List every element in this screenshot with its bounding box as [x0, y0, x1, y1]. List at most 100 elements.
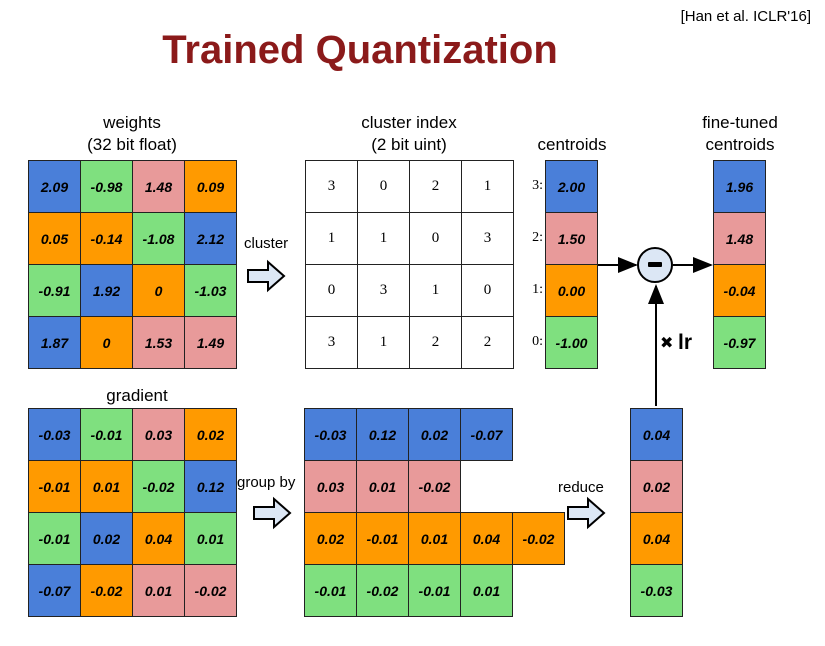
weights-label-line2: (32 bit float): [87, 135, 177, 154]
weights-label: weights (32 bit float): [28, 112, 236, 156]
cluster-index-cell: 2: [462, 317, 514, 369]
grouped-gradient-row: -0.01 -0.02 -0.01 0.01: [304, 564, 513, 617]
grouped-gradient-cell: -0.02: [357, 565, 409, 617]
finetuned-centroid-cell: -0.97: [714, 317, 766, 369]
cluster-index-cell: 1: [306, 213, 358, 265]
weight-cell: 0.09: [185, 161, 237, 213]
cluster-index-cell: 0: [462, 265, 514, 317]
weights-label-line1: weights: [103, 113, 161, 132]
weight-cell: 0: [81, 317, 133, 369]
centroid-row-label: 2:: [532, 230, 543, 245]
weight-cell: -1.03: [185, 265, 237, 317]
gradient-cell: 0.01: [81, 461, 133, 513]
multiply-icon: ✖: [660, 335, 674, 352]
centroid-cell: 1.50: [546, 213, 598, 265]
gradient-cell: 0.02: [81, 513, 133, 565]
centroid-cell: -1.00: [546, 317, 598, 369]
grouped-gradient-cell: -0.07: [461, 409, 513, 461]
finetuned-label: fine-tuned centroids: [690, 112, 790, 156]
grouped-gradient-cell: 0.02: [409, 409, 461, 461]
gradient-cell: -0.01: [29, 461, 81, 513]
gradient-cell: -0.02: [81, 565, 133, 617]
cluster-index-label-line2: (2 bit uint): [371, 135, 447, 154]
gradient-cell: 0.01: [185, 513, 237, 565]
cluster-index-cell: 1: [358, 317, 410, 369]
grouped-gradient-cell: 0.01: [461, 565, 513, 617]
weight-cell: 2.12: [185, 213, 237, 265]
centroids-label: centroids: [537, 135, 607, 154]
grouped-gradient-cell: -0.01: [305, 565, 357, 617]
grouped-gradient-cell: -0.01: [357, 513, 409, 565]
minus-sign-icon: [648, 262, 662, 267]
weight-cell: 0: [133, 265, 185, 317]
lr-label: lr: [678, 331, 693, 354]
grouped-gradient-cell: 0.02: [305, 513, 357, 565]
grouped-gradients: -0.03 0.12 0.02 -0.07 0.03 0.01 -0.02 0.02 -0.01…: [304, 408, 566, 618]
gradient-matrix: -0.03 -0.01 0.03 0.02 -0.01 0.01 -0.02 0.12 -0.0…: [28, 408, 237, 617]
cluster-index-label: cluster index (2 bit uint): [305, 112, 513, 156]
subtract-icon: [637, 247, 673, 283]
gradient-cell: -0.01: [81, 409, 133, 461]
centroid-row-label: 3:: [532, 178, 543, 193]
grouped-gradient-cell: -0.03: [305, 409, 357, 461]
gradient-cell: 0.03: [133, 409, 185, 461]
reduced-gradient-cell: -0.03: [631, 565, 683, 617]
finetuned-centroids-column: 1.96 1.48 -0.04 -0.97: [713, 160, 766, 369]
reduce-arrow-icon: [567, 496, 606, 530]
reduced-gradient-cell: 0.04: [631, 409, 683, 461]
grouped-gradient-row: 0.02 -0.01 0.01 0.04 -0.02: [304, 512, 565, 565]
grouped-gradient-row: 0.03 0.01 -0.02: [304, 460, 461, 513]
gradient-cell: 0.04: [133, 513, 185, 565]
centroid-cell: 2.00: [546, 161, 598, 213]
grouped-gradient-cell: 0.12: [357, 409, 409, 461]
reduced-gradient-cell: 0.02: [631, 461, 683, 513]
weight-cell: 1.49: [185, 317, 237, 369]
weight-cell: 1.48: [133, 161, 185, 213]
gradient-cell: -0.02: [185, 565, 237, 617]
cluster-index-cell: 0: [410, 213, 462, 265]
grouped-gradient-cell: 0.03: [305, 461, 357, 513]
cluster-index-cell: 3: [306, 161, 358, 213]
gradient-cell: 0.01: [133, 565, 185, 617]
grouped-gradient-cell: -0.02: [409, 461, 461, 513]
finetuned-centroid-cell: 1.48: [714, 213, 766, 265]
weight-cell: -1.08: [133, 213, 185, 265]
gradient-cell: -0.07: [29, 565, 81, 617]
cluster-index-cell: 3: [358, 265, 410, 317]
reduced-gradient-column: 0.04 0.02 0.04 -0.03: [630, 408, 683, 617]
weight-cell: 0.05: [29, 213, 81, 265]
cluster-index-cell: 3: [462, 213, 514, 265]
grouped-gradient-cell: 0.01: [357, 461, 409, 513]
gradient-label: gradient: [106, 386, 168, 405]
cluster-index-cell: 0: [358, 161, 410, 213]
cluster-index-cell: 3: [306, 317, 358, 369]
grouped-gradient-cell: 0.04: [461, 513, 513, 565]
centroid-row-label: 0:: [532, 334, 543, 349]
centroids-column: 2.00 1.50 0.00 -1.00: [545, 160, 598, 369]
group-by-arrow-icon: [253, 496, 292, 530]
weight-cell: -0.14: [81, 213, 133, 265]
page-title: Trained Quantization: [162, 28, 558, 72]
grouped-gradient-cell: -0.01: [409, 565, 461, 617]
citation: [Han et al. ICLR'16]: [680, 8, 811, 25]
gradient-cell: 0.02: [185, 409, 237, 461]
finetuned-centroid-cell: -0.04: [714, 265, 766, 317]
cluster-label: cluster: [244, 235, 289, 252]
cluster-index-cell: 1: [358, 213, 410, 265]
gradient-cell: -0.01: [29, 513, 81, 565]
group-by-label: group by: [237, 474, 296, 491]
cluster-index-cell: 2: [410, 161, 462, 213]
grouped-gradient-row: -0.03 0.12 0.02 -0.07: [304, 408, 513, 461]
cluster-arrow-icon: [247, 259, 286, 293]
gradient-cell: -0.02: [133, 461, 185, 513]
grouped-gradient-cell: 0.01: [409, 513, 461, 565]
finetuned-label-line2: centroids: [705, 135, 775, 154]
cluster-index-cell: 1: [462, 161, 514, 213]
grouped-gradient-cell: -0.02: [513, 513, 565, 565]
cluster-index-cell: 0: [306, 265, 358, 317]
centroid-cell: 0.00: [546, 265, 598, 317]
gradient-cell: -0.03: [29, 409, 81, 461]
cluster-index-cell: 1: [410, 265, 462, 317]
weight-cell: 2.09: [29, 161, 81, 213]
